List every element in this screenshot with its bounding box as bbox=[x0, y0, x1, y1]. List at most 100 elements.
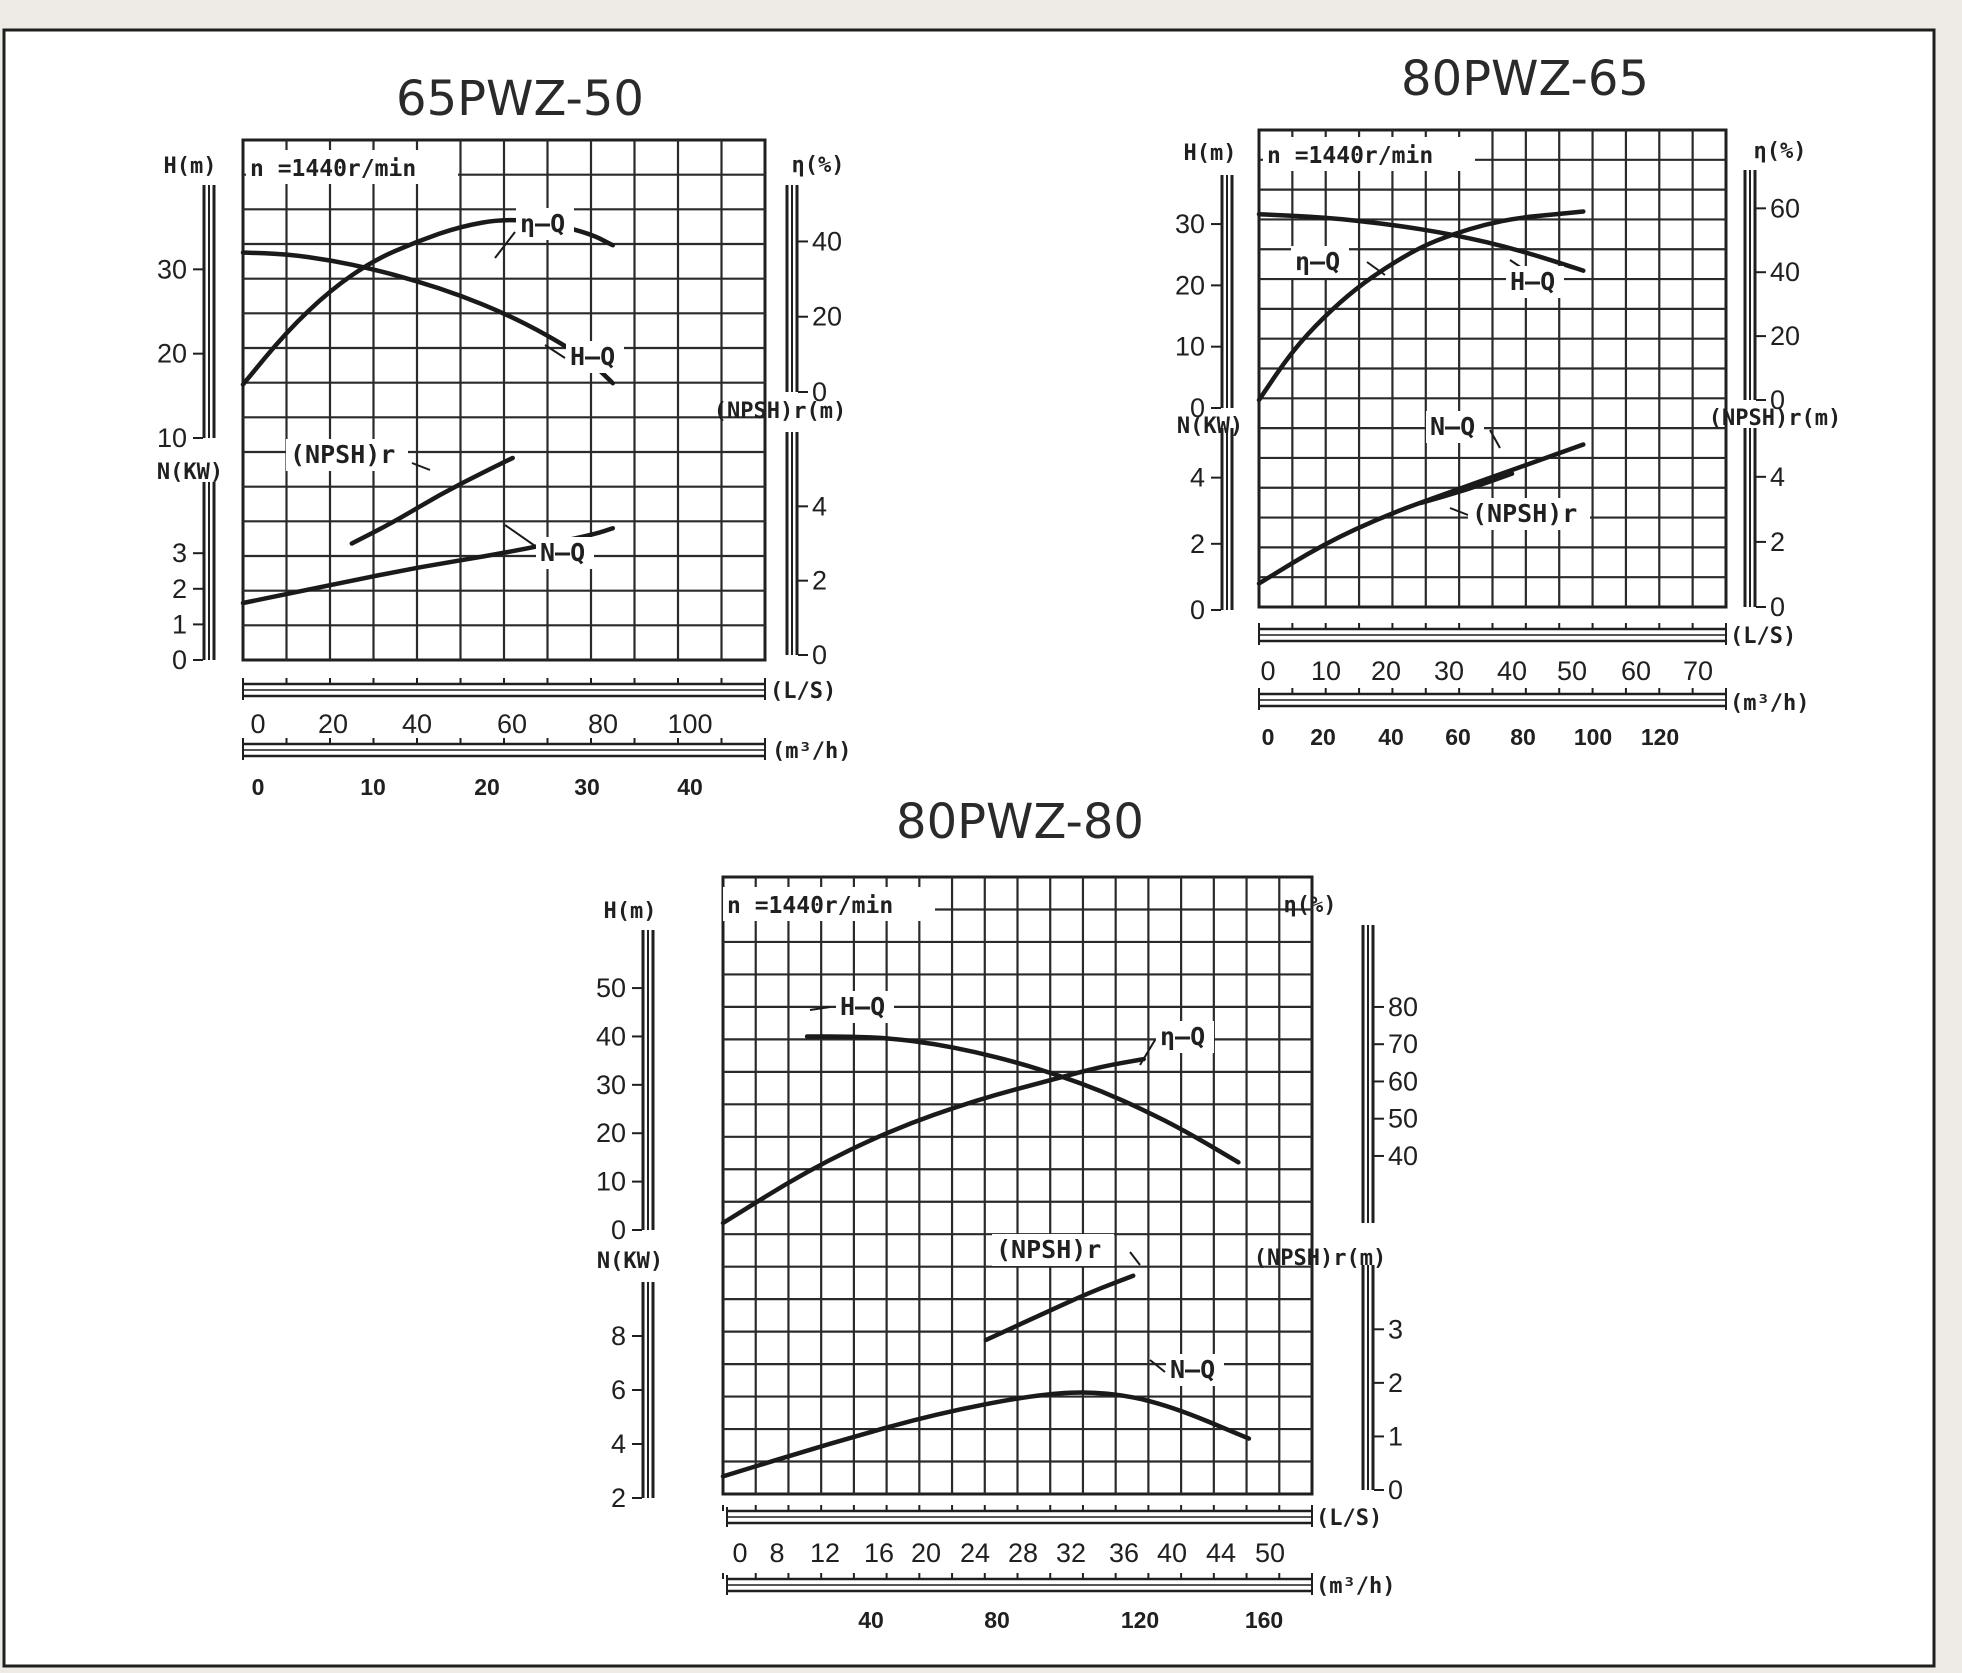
curve-nq bbox=[240, 526, 616, 606]
label-leader bbox=[1139, 1039, 1156, 1066]
flow-m3h-tick: 160 bbox=[1245, 1607, 1283, 1633]
power-axis-tick: 0 bbox=[172, 645, 187, 675]
head-axis-label: H(m) bbox=[164, 154, 217, 179]
flow-m3h-unit: (m³/h) bbox=[1316, 1574, 1395, 1599]
flow-m3h-tick: 40 bbox=[1378, 724, 1404, 750]
flow-m3h-tick: 60 bbox=[1445, 724, 1471, 750]
flow-m3h-tick: 20 bbox=[474, 774, 500, 800]
speed-note: n =1440r/min bbox=[250, 156, 416, 182]
head-axis-tick: 0 bbox=[1190, 393, 1205, 423]
npsh-axis-label: (NPSH)r(m) bbox=[1709, 406, 1841, 431]
note-box bbox=[1263, 137, 1475, 171]
chart-title: 65PWZ-50 bbox=[396, 71, 644, 127]
efficiency-axis-tick: 0 bbox=[812, 377, 827, 407]
flow-ls-unit: (L/S) bbox=[1730, 624, 1796, 649]
curve-label-bg bbox=[566, 341, 624, 373]
flow-ls-tick: 28 bbox=[1008, 1538, 1038, 1568]
eta-q-curve-label: η—Q bbox=[1160, 1022, 1205, 1051]
head-axis-tick: 20 bbox=[596, 1118, 626, 1148]
label-leader bbox=[1129, 1251, 1141, 1266]
note-box bbox=[723, 887, 935, 921]
efficiency-axis-tick: 40 bbox=[1770, 257, 1800, 287]
power-axis-label: N(KW) bbox=[597, 1249, 663, 1274]
curve-npshr bbox=[349, 455, 515, 546]
efficiency-axis-tick: 80 bbox=[1388, 992, 1418, 1022]
curve-label-bg bbox=[1166, 1354, 1224, 1386]
head-axis-tick: 40 bbox=[596, 1021, 626, 1051]
flow-ls-tick: 0 bbox=[250, 709, 265, 739]
flow-ls-tick: 40 bbox=[1497, 656, 1527, 686]
flow-m3h-tick: 0 bbox=[1262, 724, 1275, 750]
head-axis-tick: 20 bbox=[1175, 270, 1205, 300]
curve-q bbox=[720, 1056, 1146, 1226]
head-axis-tick: 30 bbox=[157, 254, 187, 284]
flow-m3h-tick: 20 bbox=[1310, 724, 1336, 750]
flow-ls-unit: (L/S) bbox=[1316, 1506, 1382, 1531]
flow-ls-tick: 0 bbox=[1260, 656, 1275, 686]
pump-chart: 80PWZ-65n =1440r/min01020300240204060024… bbox=[1175, 51, 1841, 750]
efficiency-axis-tick: 40 bbox=[1388, 1141, 1418, 1171]
power-axis-tick: 6 bbox=[611, 1375, 626, 1405]
npsh-axis-tick: 2 bbox=[1388, 1368, 1403, 1398]
power-axis-tick: 0 bbox=[1190, 595, 1205, 625]
flow-ls-tick: 24 bbox=[960, 1538, 990, 1568]
power-axis-tick: 8 bbox=[611, 1321, 626, 1351]
flow-ls-tick: 20 bbox=[318, 709, 348, 739]
npsh-axis-tick: 2 bbox=[1770, 527, 1785, 557]
eta-q-curve-label: η—Q bbox=[520, 209, 565, 238]
head-axis-tick: 30 bbox=[1175, 209, 1205, 239]
curve-label-bg bbox=[836, 991, 894, 1023]
pump-chart: 80PWZ-80n =1440r/min01020304050246840506… bbox=[596, 794, 1418, 1633]
power-axis-tick: 4 bbox=[611, 1429, 626, 1459]
curve-label-bg bbox=[516, 208, 574, 240]
n-q-curve-label: N—Q bbox=[1430, 412, 1475, 441]
head-axis-tick: 10 bbox=[157, 423, 187, 453]
head-axis-label: H(m) bbox=[604, 899, 657, 924]
flow-ls-tick: 20 bbox=[911, 1538, 941, 1568]
efficiency-axis-tick: 70 bbox=[1388, 1029, 1418, 1059]
efficiency-axis-label: η(%) bbox=[1284, 893, 1337, 918]
label-leader bbox=[1149, 1359, 1166, 1373]
npsh-axis-tick: 4 bbox=[1770, 462, 1785, 492]
curve-npshr bbox=[983, 1273, 1136, 1343]
head-axis-tick: 10 bbox=[596, 1167, 626, 1197]
flow-ls-tick: 60 bbox=[497, 709, 527, 739]
curve-hq bbox=[1256, 211, 1586, 273]
flow-m3h-tick: 120 bbox=[1121, 1607, 1159, 1633]
label-leader bbox=[1489, 429, 1501, 449]
npsh-axis-label: (NPSH)r(m) bbox=[714, 399, 846, 424]
label-leader bbox=[504, 524, 539, 549]
curve-label-bg bbox=[1506, 266, 1564, 298]
curve-label-bg bbox=[992, 1234, 1114, 1266]
power-axis-tick: 3 bbox=[172, 538, 187, 568]
curve-label-bg bbox=[286, 439, 408, 471]
npsh-curve-label: (NPSH)r bbox=[1472, 499, 1577, 528]
curve-label-bg bbox=[1468, 498, 1590, 530]
head-axis-tick: 30 bbox=[596, 1070, 626, 1100]
speed-note: n =1440r/min bbox=[727, 893, 893, 919]
chart-title: 80PWZ-65 bbox=[1401, 51, 1649, 107]
head-axis-tick: 20 bbox=[157, 339, 187, 369]
label-leader bbox=[494, 231, 516, 259]
power-axis-tick: 2 bbox=[611, 1483, 626, 1513]
flow-m3h-tick: 100 bbox=[1574, 724, 1612, 750]
curve-q bbox=[1256, 209, 1586, 403]
curve-q bbox=[240, 217, 616, 387]
label-leader bbox=[809, 1006, 831, 1011]
efficiency-axis-tick: 60 bbox=[1388, 1066, 1418, 1096]
power-axis-tick: 1 bbox=[172, 609, 187, 639]
chart-title: 80PWZ-80 bbox=[896, 794, 1144, 850]
flow-ls-tick: 0 bbox=[732, 1538, 747, 1568]
npsh-curve-label: (NPSH)r bbox=[996, 1235, 1101, 1264]
head-axis-tick: 10 bbox=[1175, 332, 1205, 362]
flow-ls-tick: 20 bbox=[1371, 656, 1401, 686]
curve-nq bbox=[720, 1390, 1252, 1479]
flow-ls-tick: 10 bbox=[1311, 656, 1341, 686]
efficiency-axis-tick: 0 bbox=[1770, 385, 1785, 415]
npsh-axis-label: (NPSH)r(m) bbox=[1254, 1246, 1386, 1271]
flow-m3h-tick: 0 bbox=[252, 774, 265, 800]
speed-note: n =1440r/min bbox=[1267, 143, 1433, 169]
npsh-axis-tick: 0 bbox=[1388, 1475, 1403, 1505]
n-q-curve-label: N—Q bbox=[540, 538, 585, 567]
